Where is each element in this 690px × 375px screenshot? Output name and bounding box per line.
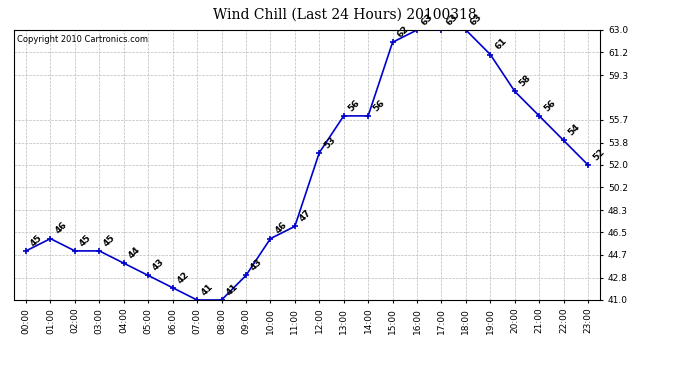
- Text: 46: 46: [53, 220, 68, 236]
- Text: 63: 63: [420, 12, 435, 27]
- Text: 62: 62: [395, 24, 411, 39]
- Text: 43: 43: [248, 257, 264, 273]
- Text: 56: 56: [542, 98, 558, 113]
- Text: 45: 45: [78, 233, 93, 248]
- Text: Copyright 2010 Cartronics.com: Copyright 2010 Cartronics.com: [17, 35, 148, 44]
- Text: 54: 54: [566, 122, 582, 138]
- Text: 45: 45: [102, 233, 117, 248]
- Text: 46: 46: [273, 220, 288, 236]
- Text: 45: 45: [29, 233, 44, 248]
- Text: 52: 52: [591, 147, 606, 162]
- Text: 53: 53: [322, 135, 337, 150]
- Text: Wind Chill (Last 24 Hours) 20100318: Wind Chill (Last 24 Hours) 20100318: [213, 8, 477, 21]
- Text: 56: 56: [371, 98, 386, 113]
- Text: 63: 63: [444, 12, 460, 27]
- Text: 42: 42: [175, 270, 190, 285]
- Text: 41: 41: [224, 282, 239, 297]
- Text: 58: 58: [518, 74, 533, 88]
- Text: 47: 47: [297, 208, 313, 224]
- Text: 63: 63: [469, 12, 484, 27]
- Text: 56: 56: [346, 98, 362, 113]
- Text: 61: 61: [493, 37, 509, 52]
- Text: 44: 44: [126, 245, 142, 260]
- Text: 43: 43: [151, 257, 166, 273]
- Text: 41: 41: [200, 282, 215, 297]
